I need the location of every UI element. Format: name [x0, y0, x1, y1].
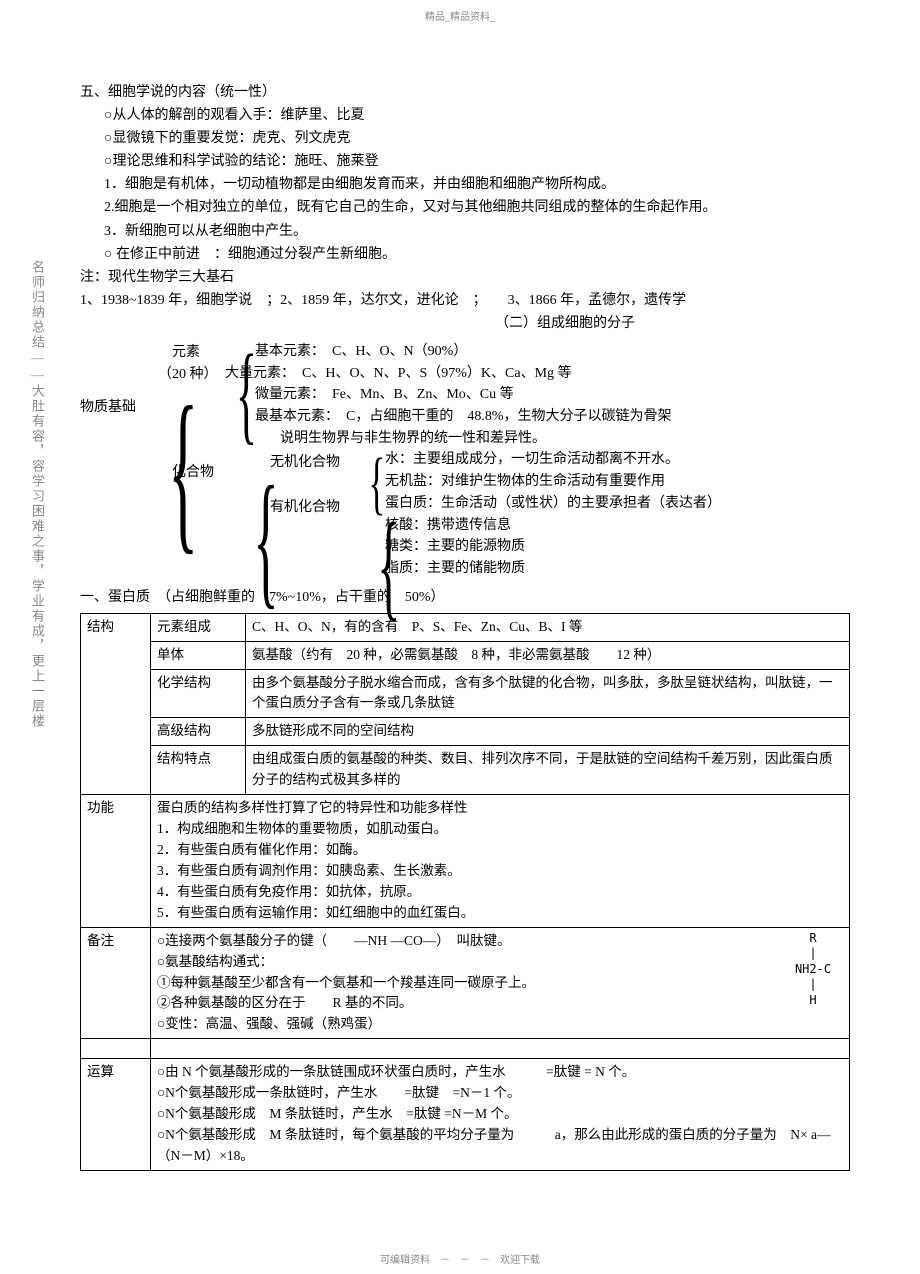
s5-line: ○从人体的解剖的观看入手：维萨里、比夏	[80, 104, 850, 127]
cell: 氨基酸（约有 20 种，必需氨基酸 8 种，非必需氨基酸 12 种）	[246, 641, 850, 669]
calc-line: ○N个氨基酸形成 M 条肽链时，产生水 =肽键 =N－M 个。	[157, 1104, 843, 1125]
note-line: ②各种氨基酸的区分在于 R 基的不同。	[157, 993, 843, 1014]
note-line: ○连接两个氨基酸分子的键（ —NH —CO—） 叫肽键。	[157, 931, 843, 952]
section5-title: 五、细胞学说的内容（统一性）	[80, 81, 850, 104]
cell-function: 功能	[81, 795, 151, 928]
note-line: ○变性：高温、强酸、强碱（熟鸡蛋）	[157, 1014, 843, 1035]
hierarchy-block: { { { { { 物质基础 元素 （20 种） 基本元素： C、H、O、N（9…	[80, 341, 850, 580]
s5-line: 1．细胞是有机体，一切动植物都是由细胞发育而来，并由细胞和细胞产物所构成。	[80, 173, 850, 196]
s5-line: ○理论思维和科学试验的结论：施旺、施莱登	[80, 150, 850, 173]
note-line: ○氨基酸结构通式：	[157, 952, 843, 973]
s5-line: ○ 在修正中前进 ：细胞通过分裂产生新细胞。	[80, 243, 850, 266]
cell: R | NH2-C | H ○连接两个氨基酸分子的键（ —NH —CO—） 叫肽…	[151, 927, 850, 1039]
cell: 多肽链形成不同的空间结构	[246, 718, 850, 746]
formula-h: H	[783, 993, 843, 1009]
protein-table: 结构 元素组成 C、H、O、N，有的含有 P、S、Fe、Zn、Cu、B、I 等 …	[80, 613, 850, 1171]
formula-r: R	[783, 931, 843, 947]
h-y3: 糖类：主要的能源物质	[80, 536, 850, 558]
cell: 元素组成	[151, 613, 246, 641]
cell-structure: 结构	[81, 613, 151, 794]
formula-bar: |	[783, 977, 843, 993]
cell: 蛋白质的结构多样性打算了它的特异性和功能多样性 1．构成细胞和生物体的重要物质，…	[151, 795, 850, 928]
calc-line: ○N个氨基酸形成 M 条肽链时，每个氨基酸的平均分子量为 a，那么由此形成的蛋白…	[157, 1125, 843, 1167]
h-l3: 微量元素： Fe、Mn、B、Zn、Mo、Cu 等	[80, 384, 850, 406]
s5-note-line: 1、1938~1839 年，细胞学说 ；2、1859 年，达尔文，进化论 ； 3…	[80, 289, 850, 312]
formula-diagram: R | NH2-C | H	[783, 931, 843, 1009]
cell: 高级结构	[151, 718, 246, 746]
h-y4: 脂质：主要的储能物质	[80, 558, 850, 580]
note-line: ①每种氨基酸至少都含有一个氨基和一个羧基连同一碳原子上。	[157, 973, 843, 994]
calc-line: ○N个氨基酸形成一条肽链时，产生水 =肽键 =N－1 个。	[157, 1083, 843, 1104]
cell: ○由 N 个氨基酸形成的一条肽链围成环状蛋白质时，产生水 =肽键 = N 个。 …	[151, 1059, 850, 1171]
formula-main: NH2-C	[783, 962, 843, 978]
protein-title: 一、蛋白质 （占细胞鲜重的 7%~10%，占干重的 50%）	[80, 586, 850, 609]
page-footer: 可编辑资料 － － － 欢迎下载	[0, 1251, 920, 1266]
h-y1: 蛋白质：生命活动（或性状）的主要承担者（表达者）	[80, 493, 850, 515]
s5-line: ○显微镜下的重要发觉：虎克、列文虎克	[80, 127, 850, 150]
sidebar-text: 名师归纳总结——大肚有容，容学习困难之事，学业有成，更上一层楼	[30, 260, 46, 729]
h-y2: 核酸：携带遗传信息	[80, 515, 850, 537]
cell-calc: 运算	[81, 1059, 151, 1171]
cell: C、H、O、N，有的含有 P、S、Fe、Zn、Cu、B、I 等	[246, 613, 850, 641]
h-yuansu-count: （20 种）	[158, 363, 218, 386]
cell: 由组成蛋白质的氨基酸的种类、数目、排列次序不同，于是肽链的空间结构千差万别，因此…	[246, 746, 850, 795]
page-header: 精品_精品资料_	[0, 0, 920, 23]
main-content: 五、细胞学说的内容（统一性） ○从人体的解剖的观看入手：维萨里、比夏 ○显微镜下…	[0, 23, 920, 1171]
formula-bar: |	[783, 946, 843, 962]
s5-line: 2.细胞是一个相对独立的单位，既有它自己的生命，又对与其他细胞共同组成的整体的生…	[80, 196, 850, 219]
h-l5: 说明生物界与非生物界的统一性和差异性。	[80, 428, 850, 450]
s5-note-title: 注：现代生物学三大基石	[80, 266, 850, 289]
cell: 单体	[151, 641, 246, 669]
calc-line: ○由 N 个氨基酸形成的一条肽链围成环状蛋白质时，产生水 =肽键 = N 个。	[157, 1062, 843, 1083]
h-yuansu: 元素	[172, 341, 200, 364]
cell: 结构特点	[151, 746, 246, 795]
h-l4: 最基本元素： C，占细胞干重的 48.8%，生物大分子以碳链为骨架	[80, 406, 850, 428]
s5-line: 3．新细胞可以从老细胞中产生。	[80, 220, 850, 243]
cell: 由多个氨基酸分子脱水缩合而成，含有多个肽键的化合物，叫多肽，多肽呈链状结构，叫肽…	[246, 669, 850, 718]
section2-title: （二）组成细胞的分子	[80, 312, 850, 335]
h-hua: 化合物	[172, 461, 214, 484]
h-wuji: 无机化合物	[270, 451, 340, 474]
cell: 化学结构	[151, 669, 246, 718]
h-root: 物质基础	[80, 396, 136, 419]
cell-notes: 备注	[81, 927, 151, 1039]
h-youji: 有机化合物	[270, 496, 340, 519]
